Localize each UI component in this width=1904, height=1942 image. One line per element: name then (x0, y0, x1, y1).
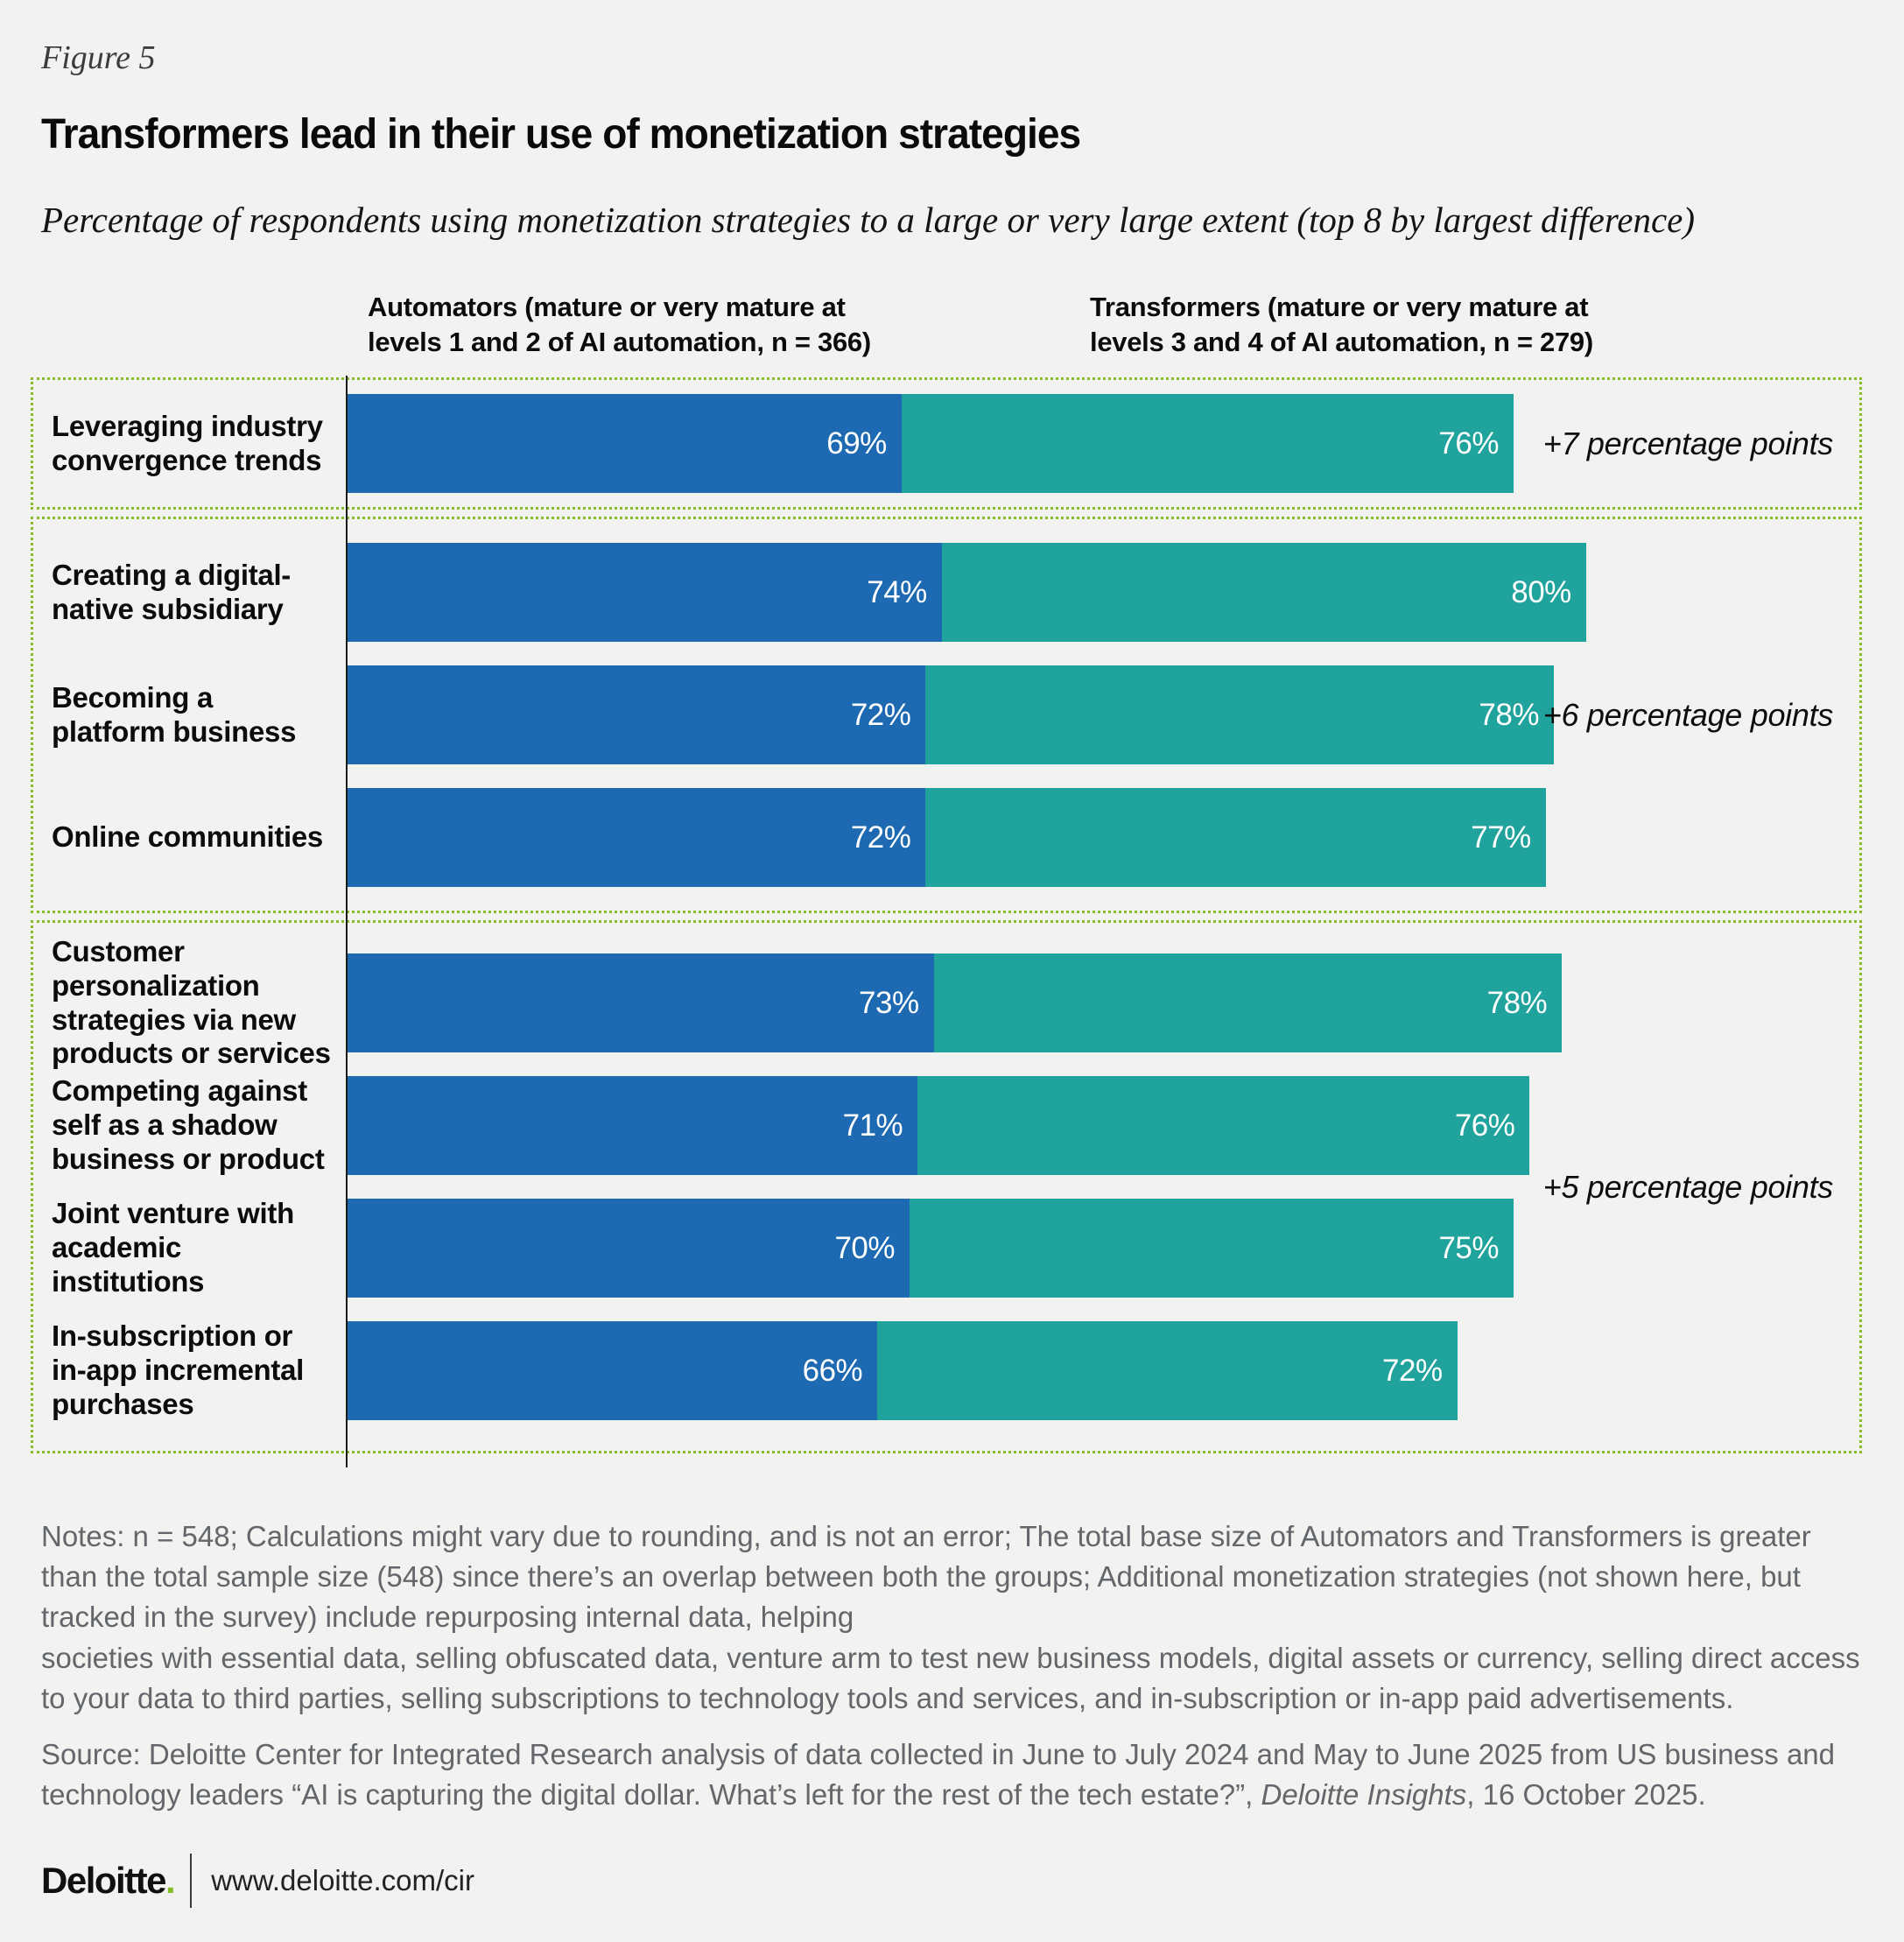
bar-pair: 66% 72% (346, 1321, 1458, 1420)
deloitte-logo: Deloitte. (41, 1860, 176, 1902)
automators-bar-segment: 66% (346, 1321, 878, 1420)
category-label: Becoming a platform business (52, 680, 297, 748)
category-label: Customer personalization strategies via … (52, 934, 331, 1070)
footer-url: www.deloitte.com/cir (211, 1864, 474, 1897)
bar-pair: 73% 78% (346, 953, 1563, 1052)
category-label: In-subscription or in-app incremental pu… (52, 1319, 304, 1420)
column-header-transformers: Transformers (mature or very mature at l… (1090, 292, 1593, 358)
automators-bar-segment: 72% (346, 788, 926, 887)
column-header-automators: Automators (mature or very mature at lev… (368, 292, 871, 358)
difference-annotation: +5 percentage points (1542, 1168, 1834, 1205)
category-label: Creating a digital- native subsidiary (52, 558, 291, 625)
value-label: 76% (1438, 426, 1499, 461)
category-label: Online communities (52, 820, 323, 854)
automators-bar-segment: 73% (346, 953, 934, 1052)
value-label: 76% (1454, 1108, 1515, 1143)
automators-bar-segment: 71% (346, 1076, 918, 1175)
chart-row: In-subscription or in-app incremental pu… (33, 1319, 1859, 1420)
value-label: 69% (826, 426, 887, 461)
category-label: Joint venture with academic institutions (52, 1197, 294, 1298)
automators-bar-segment: 74% (346, 543, 942, 642)
chart-row: Joint venture with academic institutions… (33, 1197, 1859, 1298)
bar-pair: 72% 78% (346, 665, 1554, 764)
category-label: Competing against self as a shadow busin… (52, 1074, 325, 1175)
chart-row: Becoming a platform business 72% 78% (33, 665, 1859, 764)
value-label: 70% (834, 1230, 895, 1265)
footer-divider (190, 1854, 193, 1909)
notes-text: Notes: n = 548; Calculations might vary … (41, 1520, 1860, 1714)
bar-pair: 72% 77% (346, 788, 1546, 887)
transformers-bar-segment: 78% (933, 953, 1563, 1052)
transformers-bar-segment: 75% (910, 1199, 1514, 1298)
axis-line (346, 376, 348, 1467)
difference-annotation: +7 percentage points (1542, 425, 1834, 461)
value-label: 71% (842, 1108, 903, 1143)
value-label: 74% (867, 574, 927, 609)
transformers-bar-segment: 72% (877, 1321, 1458, 1420)
logo-green-dot: . (165, 1860, 176, 1902)
value-label: 78% (1479, 697, 1539, 732)
figure-number-label: Figure 5 (41, 39, 156, 76)
automators-bar-segment: 70% (346, 1199, 910, 1298)
bar-pair: 69% 76% (346, 394, 1514, 493)
chart-row: Customer personalization strategies via … (33, 935, 1859, 1069)
transformers-bar-segment: 76% (901, 394, 1514, 493)
transformers-bar-segment: 78% (925, 665, 1554, 764)
value-label: 72% (850, 697, 911, 732)
transformers-bar-segment: 80% (941, 543, 1586, 642)
value-label: 66% (802, 1353, 863, 1388)
transformers-bar-segment: 76% (917, 1076, 1530, 1175)
footer: Deloitte. www.deloitte.com/cir (41, 1854, 1904, 1909)
logo-text: Deloitte (41, 1860, 167, 1902)
value-label: 72% (850, 820, 911, 855)
automators-bar-segment: 72% (346, 665, 926, 764)
chart-row: Creating a digital- native subsidiary 74%… (33, 543, 1859, 642)
page-subtitle: Percentage of respondents using monetiza… (41, 200, 1696, 240)
bar-pair: 71% 76% (346, 1076, 1530, 1175)
value-label: 78% (1486, 985, 1548, 1020)
value-label: 75% (1438, 1230, 1499, 1265)
source-prefix: Source: Deloitte Center for Integrated R… (41, 1737, 1836, 1812)
value-label: 72% (1382, 1353, 1443, 1388)
automators-bar-segment: 69% (346, 394, 902, 493)
source-note: Source: Deloitte Center for Integrated R… (41, 1734, 1863, 1815)
value-label: 80% (1511, 574, 1571, 609)
transformers-bar-segment: 77% (925, 788, 1546, 887)
bar-pair: 74% 80% (346, 543, 1586, 642)
group-box-2: Creating a digital- native subsidiary 74%… (31, 517, 1862, 913)
chart-row: Competing against self as a shadow busin… (33, 1074, 1859, 1175)
group-box-1: Leveraging industry convergence trends 69… (31, 377, 1862, 510)
page-title: Transformers lead in their use of moneti… (41, 111, 1081, 158)
chart-row: Online communities 72% 77% (33, 788, 1859, 887)
bar-pair: 70% 75% (346, 1199, 1514, 1298)
bar-chart: Leveraging industry convergence trends 69… (31, 376, 1862, 1467)
category-label: Leveraging industry convergence trends (52, 409, 323, 476)
value-label: 77% (1471, 820, 1531, 855)
value-label: 73% (859, 985, 919, 1020)
difference-annotation: +6 percentage points (1542, 696, 1834, 733)
group-box-3: Customer personalization strategies via … (31, 920, 1862, 1453)
column-headers: Automators (mature or very mature at lev… (31, 290, 1862, 367)
source-suffix: , 16 October 2025. (1466, 1778, 1706, 1812)
source-publication: Deloitte Insights (1261, 1778, 1467, 1812)
chart-row: Leveraging industry convergence trends 69… (33, 394, 1859, 493)
